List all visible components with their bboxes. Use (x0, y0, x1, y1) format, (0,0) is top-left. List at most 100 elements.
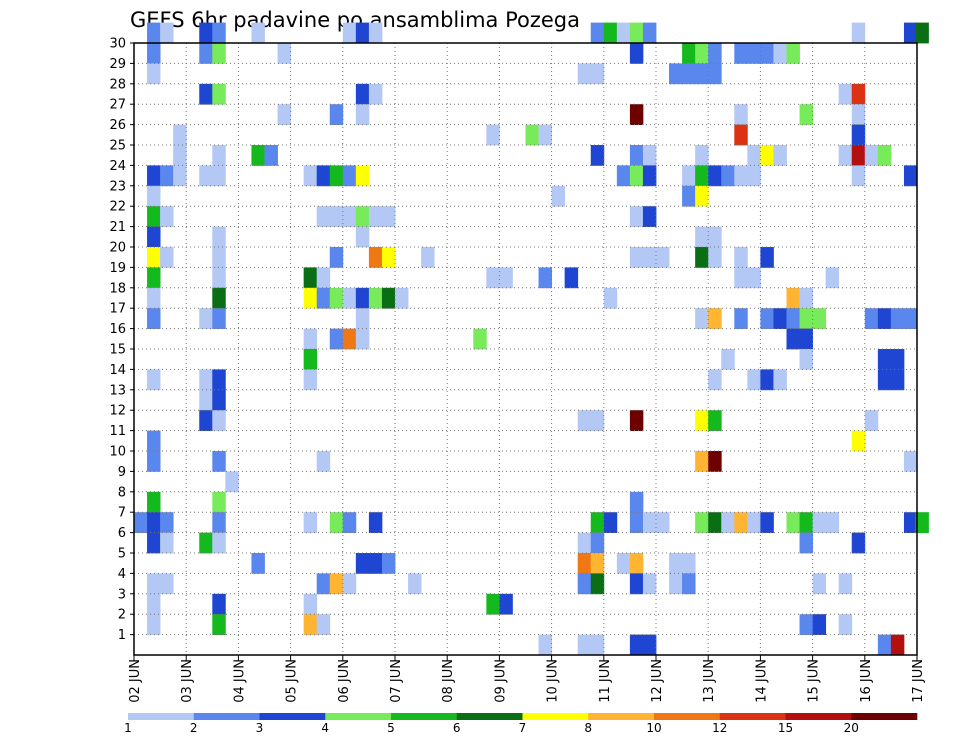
heatmap-cell (303, 165, 318, 187)
y-tick-label: 21 (109, 220, 126, 235)
colorbar-label: 15 (778, 721, 793, 735)
y-tick-label: 4 (118, 567, 126, 582)
colorbar-label: 2 (190, 721, 198, 735)
heatmap-cell (147, 614, 161, 635)
heatmap-cell (825, 267, 840, 289)
heatmap-cell (342, 206, 357, 227)
heatmap-cell (642, 634, 657, 656)
heatmap-cell (199, 389, 213, 411)
heatmap-cell (225, 471, 239, 493)
heatmap-cell (760, 43, 774, 64)
heatmap-cell (316, 267, 331, 289)
colorbar: 1 2 3 4 5 6 7 8 10 12 15 20 (124, 713, 918, 735)
heatmap-cell (747, 165, 761, 187)
y-tick-label: 9 (118, 465, 126, 480)
heatmap-cell (342, 328, 357, 350)
heatmap-cell (695, 247, 709, 268)
heatmap-cell (160, 532, 174, 554)
heatmap-cell (890, 308, 905, 329)
heatmap-cell (147, 593, 161, 615)
heatmap-cell (499, 267, 513, 289)
heatmap-cell (734, 165, 748, 187)
heatmap-cell (147, 43, 161, 64)
x-tick-label: 11 JUN (598, 659, 613, 703)
heatmap-cell (773, 145, 787, 166)
heatmap-cell (695, 512, 709, 533)
heatmap-cell (799, 512, 813, 533)
heatmap-cell (316, 165, 331, 187)
heatmap-cell (199, 83, 213, 105)
y-tick-label: 22 (109, 200, 126, 215)
heatmap-cell (799, 104, 813, 125)
heatmap-cell (160, 22, 174, 44)
heatmap-cell (682, 165, 696, 187)
heatmap-cell (708, 308, 722, 329)
y-tick-label: 28 (109, 77, 126, 92)
heatmap-cell (695, 185, 709, 207)
heatmap-cell (695, 165, 709, 187)
heatmap-cell (251, 553, 265, 574)
heatmap-cell (342, 22, 357, 44)
heatmap-cell (903, 165, 918, 187)
colorbar-label: 4 (321, 721, 329, 735)
heatmap-cell (368, 512, 383, 533)
heatmap-cell (368, 206, 383, 227)
heatmap-cell (799, 532, 813, 554)
heatmap-cell (629, 553, 644, 574)
colorbar-label: 20 (844, 721, 859, 735)
heatmap-cell (590, 553, 605, 574)
y-tick-label: 14 (109, 363, 126, 378)
heatmap-cell (212, 451, 226, 472)
y-tick-label: 29 (109, 57, 126, 72)
heatmap-cell (355, 328, 370, 350)
heatmap-cell (173, 124, 187, 146)
heatmap-cell (538, 124, 552, 146)
heatmap-cell (890, 634, 905, 656)
heatmap-cell (682, 185, 696, 207)
heatmap-cell (212, 532, 226, 554)
heatmap-cell (408, 573, 422, 595)
heatmap-cell (786, 328, 800, 350)
heatmap-cell (590, 573, 605, 595)
heatmap-cell (147, 369, 161, 391)
y-tick-label: 7 (118, 506, 126, 521)
colorbar-label: 8 (584, 721, 592, 735)
heatmap-cell (212, 22, 226, 44)
heatmap-cell (838, 573, 853, 595)
heatmap-cell (708, 43, 722, 64)
heatmap-cell (695, 43, 709, 64)
heatmap-cell (903, 451, 918, 472)
heatmap-cell (395, 287, 409, 309)
heatmap-cell (734, 104, 748, 125)
heatmap-cell (812, 614, 827, 635)
heatmap-cell (629, 512, 644, 533)
x-axis: 02 JUN 03 JUN 04 JUN 05 JUN 06 JUN 07 JUN 08 J… (128, 655, 926, 703)
heatmap-cell (747, 369, 761, 391)
heatmap-cell (590, 63, 605, 85)
heatmap-cell (825, 512, 840, 533)
heatmap-cell (160, 512, 174, 533)
heatmap-cell (147, 532, 161, 554)
heatmap-cell (629, 573, 644, 595)
heatmap-cell (212, 410, 226, 431)
heatmap-cell (734, 43, 748, 64)
heatmap-cell (577, 63, 592, 85)
heatmap-cell (381, 287, 396, 309)
heatmap-cell (577, 532, 592, 554)
y-tick-label: 16 (109, 322, 126, 337)
heatmap-cell (212, 593, 226, 615)
heatmap-cell (915, 22, 929, 44)
heatmap-cell (695, 308, 709, 329)
y-tick-label: 12 (109, 404, 126, 419)
heatmap-cell (199, 43, 213, 64)
heatmap-cell (903, 512, 918, 533)
heatmap-cell (277, 104, 291, 125)
heatmap-cell (147, 287, 161, 309)
heatmap-cell (669, 573, 683, 595)
colorbar-swatch (654, 713, 721, 720)
heatmap-cell (212, 491, 226, 513)
grid-lines (134, 42, 917, 655)
heatmap-cell (538, 634, 552, 656)
colorbar-swatch (193, 713, 260, 720)
heatmap-cell (890, 369, 905, 391)
